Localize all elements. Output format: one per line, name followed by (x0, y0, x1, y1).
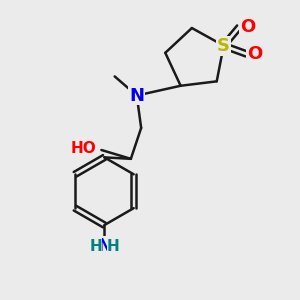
Text: O: O (240, 18, 255, 36)
Text: O: O (247, 45, 262, 63)
Text: N: N (129, 86, 144, 104)
Text: S: S (217, 37, 230, 55)
Text: HO: HO (70, 141, 96, 156)
Text: H: H (107, 239, 120, 254)
Text: N: N (98, 237, 111, 255)
Text: H: H (89, 239, 102, 254)
